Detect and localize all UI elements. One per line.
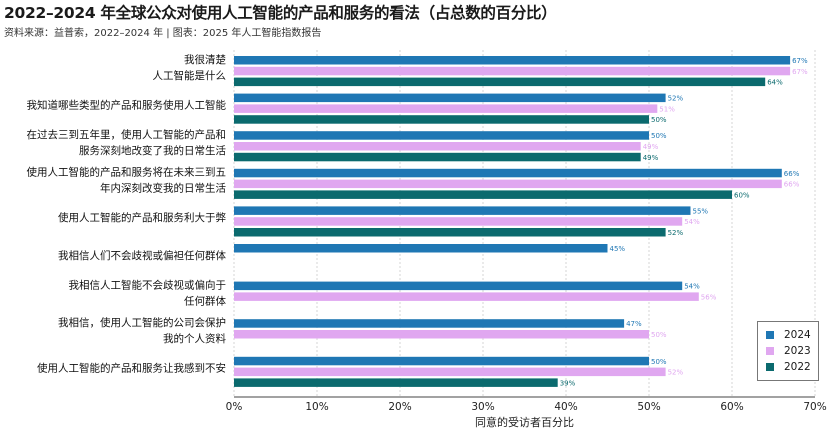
legend-item-2023: 2023 [766,344,811,358]
bar-2022 [234,190,732,199]
bar-2024 [234,356,649,366]
bar-2024 [234,206,691,215]
legend-label-2024: 2024 [784,329,811,341]
bar-2023 [234,66,791,76]
bar-2022 [234,77,766,87]
legend-swatch-2022 [766,363,774,371]
x-tick-label: 20% [388,401,411,413]
bar-2024 [234,56,791,65]
bar-2023 [234,142,641,151]
x-tick-label: 10% [305,401,328,413]
data-label-2023: 51% [659,105,675,113]
data-label-2024: 50% [651,358,667,366]
bar-2023 [234,217,683,226]
x-axis-title: 同意的受访者百分比 [475,415,574,429]
category-label: 使用人工智能的产品和服务利大于弊 [58,211,226,224]
data-label-2022: 64% [767,79,783,87]
category-label: 我的个人资料 [163,332,226,345]
x-tick-label: 40% [554,401,577,413]
legend-swatch-2023 [766,347,774,355]
bar-2023 [234,104,658,113]
bar-2024 [234,281,683,291]
category-label: 我很清楚 [184,53,226,66]
bar-2023 [234,367,666,377]
category-label: 我知道哪些类型的产品和服务使用人工智能 [27,98,227,111]
data-label-2024: 45% [610,245,626,253]
data-label-2022: 49% [643,154,659,162]
x-tick-label: 30% [471,401,494,413]
data-label-2023: 52% [668,369,684,377]
legend-item-2022: 2022 [766,360,811,374]
category-label: 使用人工智能的产品和服务将在未来三到五 [27,166,227,179]
category-label: 我相信人工智能不会歧视或偏向于 [69,278,227,291]
category-label: 服务深刻地改变了我的日常生活 [79,144,226,157]
data-label-2024: 67% [792,57,808,65]
data-label-2024: 55% [693,207,709,215]
bar-2023 [234,330,649,339]
data-label-2023: 66% [784,181,800,189]
legend-label-2023: 2023 [784,345,811,357]
data-label-2023: 50% [651,331,667,339]
chart-legend: 2024 2023 2022 [757,321,819,381]
category-label: 年内深刻改变我的日常生活 [100,182,226,195]
bar-2022 [234,228,666,237]
bar-2024 [234,168,782,178]
category-label: 我相信，使用人工智能的公司会保护 [58,316,226,329]
bar-2022 [234,115,649,124]
data-label-2024: 52% [668,95,684,103]
bar-2022 [234,152,641,162]
data-label-2022: 39% [560,379,576,387]
x-tick-label: 70% [803,401,826,413]
bar-2024 [234,319,625,328]
data-label-2023: 56% [701,293,717,301]
legend-item-2024: 2024 [766,328,811,342]
chart-source: 资料来源：益普索，2022–2024 年 | 图表：2025 年人工智能指数报告 [4,28,322,39]
bar-2022 [234,378,558,387]
data-label-2023: 67% [792,68,808,76]
bar-2023 [234,292,699,301]
legend-label-2022: 2022 [784,361,811,373]
category-label: 人工智能是什么 [153,69,227,82]
category-label: 我相信人们不会歧视或偏袒任何群体 [58,249,226,262]
data-label-2022: 50% [651,116,667,124]
data-label-2024: 47% [626,320,642,328]
legend-swatch-2024 [766,331,774,339]
bar-2023 [234,179,782,189]
x-tick-label: 50% [637,401,660,413]
data-label-2022: 60% [734,191,750,199]
data-label-2024: 50% [651,132,667,140]
bar-2024 [234,131,649,140]
x-tick-label: 60% [720,401,743,413]
chart-title: 2022–2024 年全球公众对使用人工智能的产品和服务的看法（占总数的百分比） [4,4,557,22]
category-label: 使用人工智能的产品和服务让我感到不安 [37,362,226,375]
bar-2024 [234,244,608,253]
data-label-2023: 49% [643,143,659,151]
data-label-2024: 54% [684,283,700,291]
category-label: 任何群体 [184,294,226,307]
data-label-2023: 54% [684,218,700,226]
data-label-2024: 66% [784,170,800,178]
category-label: 在过去三到五年里，使用人工智能的产品和 [27,128,227,141]
data-label-2022: 52% [668,229,684,237]
bar-2024 [234,93,666,103]
x-tick-label: 0% [226,401,243,413]
